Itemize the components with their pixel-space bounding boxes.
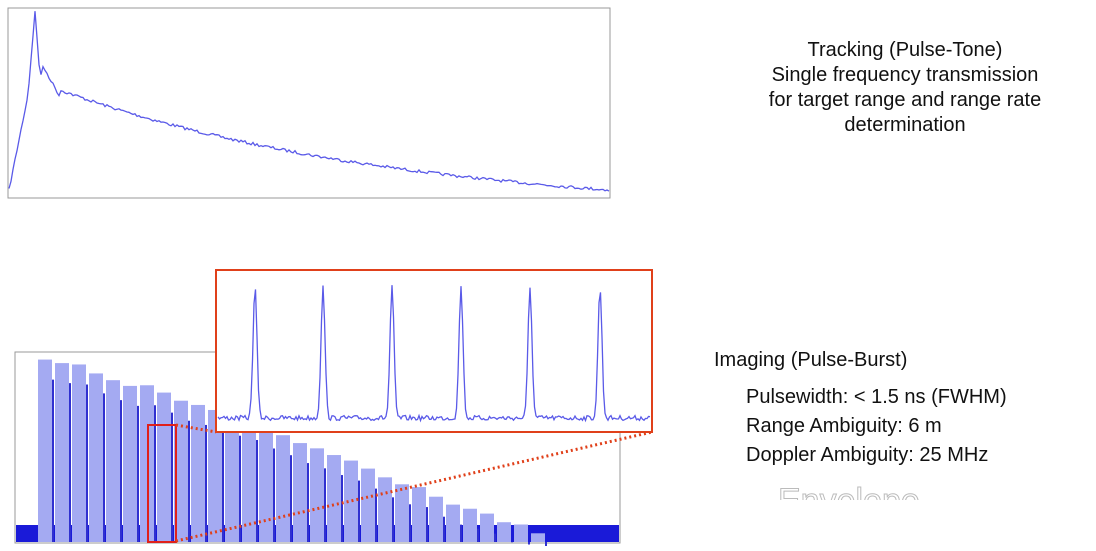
pulse-bar [395, 484, 409, 542]
inset-plot [215, 269, 653, 433]
pulse-bar [463, 508, 477, 542]
pulse-bar [514, 524, 528, 542]
pulse-bar [106, 380, 120, 542]
pulse-bar [89, 373, 103, 542]
waveform [217, 285, 651, 423]
caption-item: Range Ambiguity: 6 m [746, 415, 942, 437]
zoom-line [175, 430, 653, 543]
pulse-bar [361, 468, 375, 542]
inset-frame [215, 269, 653, 433]
zoom-line [175, 423, 217, 434]
pulse-bar [157, 392, 171, 542]
overlay-text: Envelope [778, 482, 920, 520]
pulse-bar [531, 533, 545, 542]
pulse-bar [208, 409, 222, 542]
caption-line: determination [844, 114, 965, 136]
plot-frame [7, 7, 611, 199]
pulse-bar [480, 513, 494, 542]
pulse-bar [310, 448, 324, 542]
pulse-bar [72, 364, 86, 542]
pulse-bar [242, 420, 256, 542]
pulse-bar [378, 477, 392, 542]
pulse-bar [225, 415, 239, 542]
bottom-caption: Imaging (Pulse-Burst) Pulsewidth: < 1.5 … [714, 349, 1007, 466]
caption-line: Single frequency transmission [772, 64, 1039, 86]
pulse-bar [276, 435, 290, 542]
pulse-bars [16, 359, 619, 551]
caption-item: Pulsewidth: < 1.5 ns (FWHM) [746, 386, 1007, 408]
pulse-bar [191, 404, 205, 542]
caption-title: Imaging (Pulse-Burst) [714, 349, 907, 371]
top-plot [7, 7, 611, 199]
caption-line: Tracking (Pulse-Tone) [808, 39, 1003, 61]
top-caption: Tracking (Pulse-Tone) Single frequency t… [769, 39, 1041, 136]
pulse-bar [174, 400, 188, 542]
pulse-bar [344, 460, 358, 542]
pulse-bar [412, 487, 426, 542]
caption-item: Doppler Ambiguity: 25 MHz [746, 444, 988, 466]
pulse-bar [259, 428, 273, 542]
pulse-bar [293, 443, 307, 542]
pulse-bar [38, 359, 52, 542]
pulse-bar [55, 363, 69, 542]
pulse-bar [429, 496, 443, 542]
pulse-bar [497, 522, 511, 542]
pulse-bar [327, 455, 341, 542]
waveform [8, 11, 610, 192]
caption-line: for target range and range rate [769, 89, 1041, 111]
zoom-box [147, 424, 177, 543]
pulse-bar [446, 504, 460, 542]
pulse-bar [123, 385, 137, 542]
